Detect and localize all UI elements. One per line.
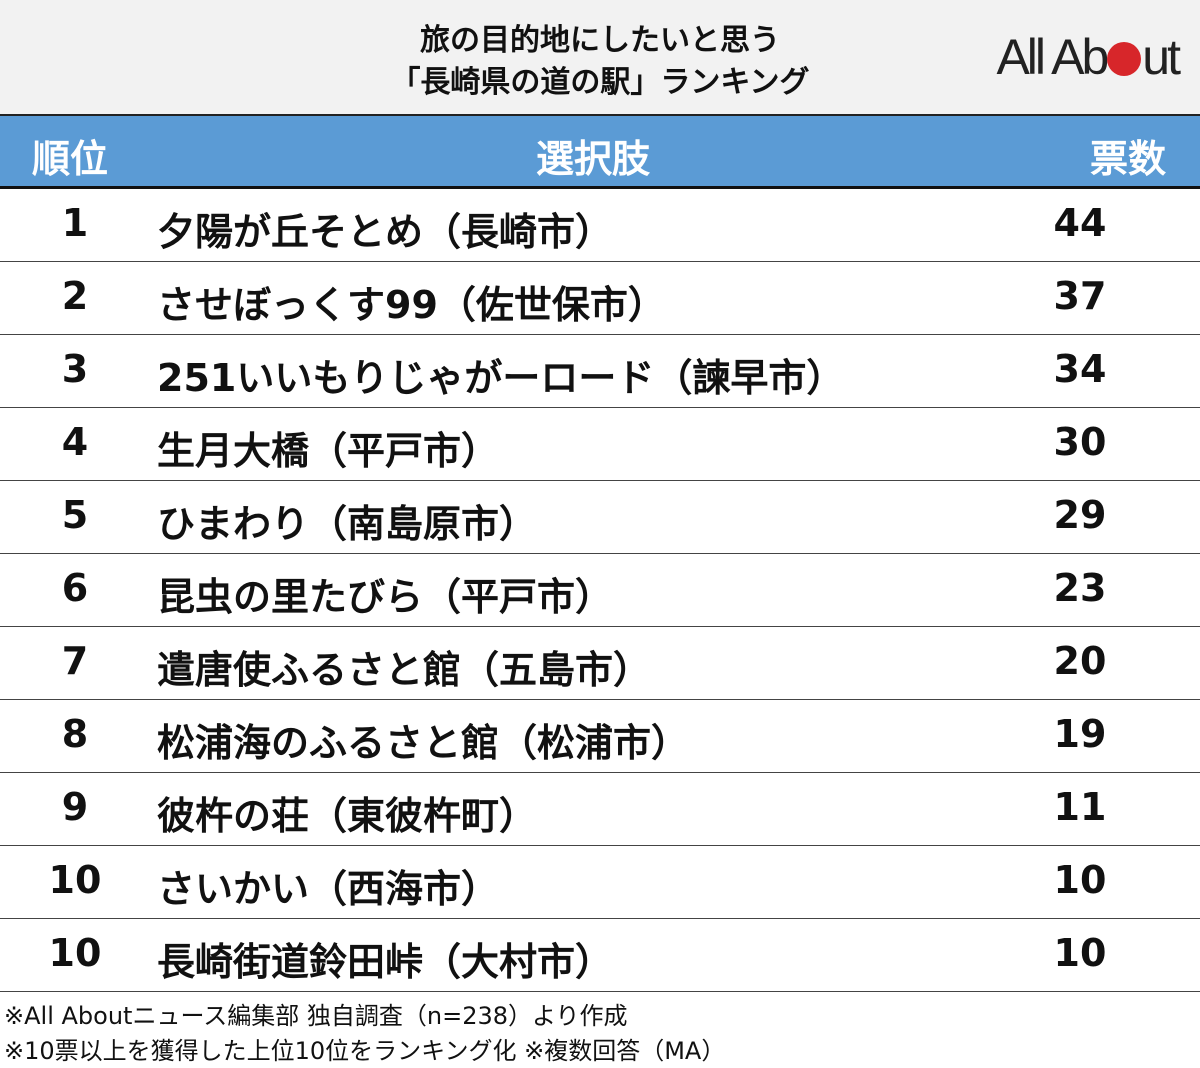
- footnote-1: ※All Aboutニュース編集部 独自調査（n=238）より作成: [4, 1002, 628, 1030]
- name-cell: 松浦海のふるさと館（松浦市）: [157, 721, 690, 765]
- votes-cell: 29: [1053, 493, 1107, 537]
- col-rank-header: 順位: [32, 137, 109, 181]
- table-row: 8 松浦海のふるさと館（松浦市） 19: [0, 700, 1200, 773]
- votes-cell: 11: [1053, 785, 1107, 829]
- title-line-2: 「長崎県の道の駅」ランキング: [390, 65, 810, 100]
- votes-cell: 44: [1053, 201, 1107, 245]
- rank-cell: 10: [48, 931, 102, 975]
- name-cell: 昆虫の里たびら（平戸市）: [157, 575, 614, 619]
- votes-cell: 19: [1053, 712, 1107, 756]
- name-cell: 生月大橋（平戸市）: [157, 429, 500, 473]
- name-cell: 遣唐使ふるさと館（五島市）: [157, 648, 652, 692]
- rank-cell: 2: [61, 274, 89, 318]
- chart-title: 旅の目的地にしたいと思う 「長崎県の道の駅」ランキング: [300, 20, 900, 104]
- table-row: 9 彼杵の荘（東彼杵町） 11: [0, 773, 1200, 846]
- rank-cell: 9: [61, 785, 89, 829]
- table-row: 3 251いいもりじゃがーロード（諫早市） 34: [0, 335, 1200, 408]
- table-row: 10 長崎街道鈴田峠（大村市） 10: [0, 919, 1200, 992]
- col-votes-header: 票数: [1089, 137, 1166, 181]
- rank-cell: 6: [61, 566, 89, 610]
- table-row: 6 昆虫の里たびら（平戸市） 23: [0, 554, 1200, 627]
- name-cell: させぼっくす99（佐世保市）: [157, 283, 666, 327]
- allabout-logo: All Ab ut: [996, 29, 1181, 85]
- votes-cell: 34: [1053, 347, 1107, 391]
- votes-cell: 20: [1053, 639, 1107, 683]
- rank-cell: 8: [61, 712, 89, 756]
- table-row: 4 生月大橋（平戸市） 30: [0, 408, 1200, 481]
- table-row: 2 させぼっくす99（佐世保市） 37: [0, 262, 1200, 335]
- rank-cell: 5: [61, 493, 89, 537]
- name-cell: 夕陽が丘そとめ（長崎市）: [157, 210, 614, 254]
- table-row: 7 遣唐使ふるさと館（五島市） 20: [0, 627, 1200, 700]
- footnote-2: ※10票以上を獲得した上位10位をランキング化 ※複数回答（MA）: [4, 1037, 726, 1065]
- col-name-header: 選択肢: [536, 137, 651, 181]
- table-body: 1 夕陽が丘そとめ（長崎市） 44 2 させぼっくす99（佐世保市） 37 3 251いいもり…: [0, 189, 1200, 992]
- name-cell: 長崎街道鈴田峠（大村市）: [157, 940, 614, 984]
- name-cell: ひまわり（南島原市）: [157, 502, 538, 546]
- name-cell: 彼杵の荘（東彼杵町）: [157, 794, 538, 838]
- name-cell: 251いいもりじゃがーロード（諫早市）: [157, 356, 845, 400]
- votes-cell: 10: [1053, 931, 1107, 975]
- rank-cell: 7: [61, 639, 89, 683]
- table-row: 5 ひまわり（南島原市） 29: [0, 481, 1200, 554]
- votes-cell: 30: [1053, 420, 1107, 464]
- rank-cell: 4: [61, 420, 89, 464]
- rank-cell: 3: [61, 347, 89, 391]
- votes-cell: 23: [1053, 566, 1107, 610]
- votes-cell: 37: [1053, 274, 1107, 318]
- votes-cell: 10: [1053, 858, 1107, 902]
- rank-cell: 1: [61, 201, 89, 245]
- title-line-1: 旅の目的地にしたいと思う: [420, 23, 780, 58]
- title-area: 旅の目的地にしたいと思う 「長崎県の道の駅」ランキング All Ab ut: [0, 0, 1200, 116]
- table-row: 10 さいかい（西海市） 10: [0, 846, 1200, 919]
- table-row: 1 夕陽が丘そとめ（長崎市） 44: [0, 189, 1200, 262]
- rank-cell: 10: [48, 858, 102, 902]
- name-cell: さいかい（西海市）: [157, 867, 500, 911]
- table-header: 順位 選択肢 票数: [0, 116, 1200, 189]
